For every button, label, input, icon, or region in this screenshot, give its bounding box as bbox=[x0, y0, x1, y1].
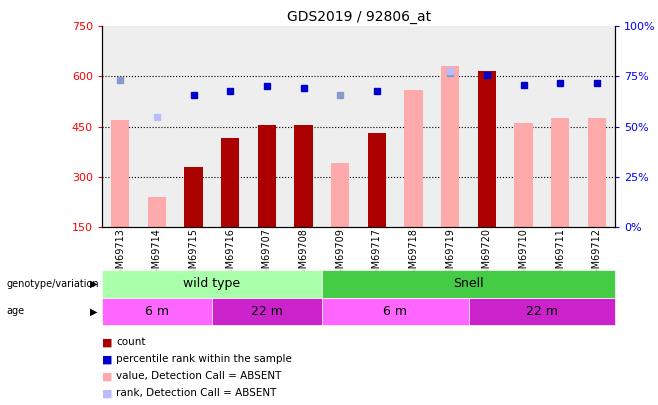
Text: 22 m: 22 m bbox=[526, 305, 558, 318]
Text: age: age bbox=[7, 307, 25, 316]
Bar bbox=[405, 90, 422, 227]
Bar bbox=[331, 163, 349, 227]
Text: ■: ■ bbox=[102, 337, 113, 347]
Text: 6 m: 6 m bbox=[145, 305, 169, 318]
Title: GDS2019 / 92806_at: GDS2019 / 92806_at bbox=[286, 10, 431, 24]
Bar bbox=[551, 118, 569, 227]
Text: ■: ■ bbox=[102, 388, 113, 398]
Text: ▶: ▶ bbox=[90, 279, 97, 289]
Bar bbox=[148, 197, 166, 227]
Bar bbox=[184, 167, 203, 227]
Text: ■: ■ bbox=[102, 354, 113, 364]
Text: wild type: wild type bbox=[184, 277, 241, 290]
Bar bbox=[478, 71, 496, 227]
Bar bbox=[258, 125, 276, 227]
Bar bbox=[588, 118, 606, 227]
Text: ▶: ▶ bbox=[90, 307, 97, 316]
Text: Snell: Snell bbox=[453, 277, 484, 290]
Bar bbox=[441, 66, 459, 227]
Bar bbox=[515, 123, 533, 227]
Text: ■: ■ bbox=[102, 371, 113, 381]
Text: 6 m: 6 m bbox=[383, 305, 407, 318]
Bar bbox=[368, 133, 386, 227]
Text: count: count bbox=[116, 337, 146, 347]
Text: 22 m: 22 m bbox=[251, 305, 283, 318]
Bar bbox=[111, 120, 130, 227]
Text: rank, Detection Call = ABSENT: rank, Detection Call = ABSENT bbox=[116, 388, 277, 398]
Bar bbox=[294, 125, 313, 227]
Bar bbox=[221, 138, 240, 227]
Text: value, Detection Call = ABSENT: value, Detection Call = ABSENT bbox=[116, 371, 282, 381]
Text: genotype/variation: genotype/variation bbox=[7, 279, 99, 289]
Text: percentile rank within the sample: percentile rank within the sample bbox=[116, 354, 292, 364]
